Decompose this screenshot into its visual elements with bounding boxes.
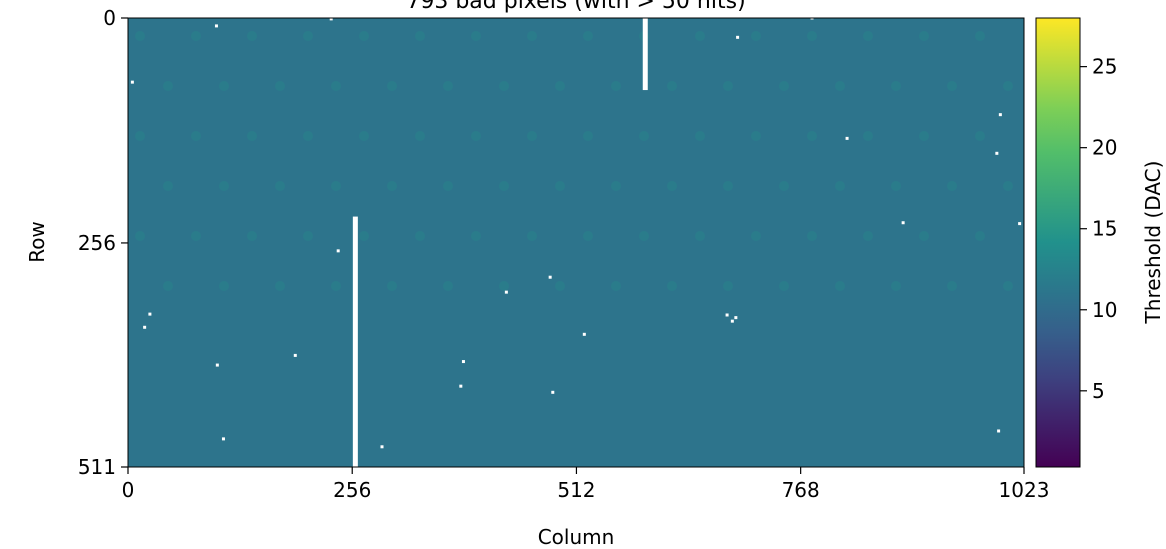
chart-title: 793 bad pixels (with > 50 hits) [406, 0, 745, 14]
colorbar-tick-label: 5 [1092, 379, 1105, 403]
x-tick-label: 1023 [999, 478, 1050, 502]
x-tick-label: 256 [333, 478, 371, 502]
colorbar-tick-label: 15 [1092, 217, 1117, 241]
x-tick-label: 512 [557, 478, 595, 502]
heatmap-background [128, 18, 1024, 467]
bad-pixel-12 [504, 290, 508, 294]
bad-column-0 [642, 18, 648, 91]
bad-pixel-1 [329, 17, 333, 21]
bad-pixel-18 [582, 332, 586, 336]
colorbar-gradient [1035, 17, 1081, 468]
bad-pixel-14 [143, 325, 147, 329]
y-tick-label: 511 [78, 455, 116, 479]
y-axis-label: Row [25, 221, 49, 263]
bad-pixel-22 [459, 384, 463, 388]
bad-pixel-25 [380, 445, 384, 449]
bad-pixel-20 [215, 363, 219, 367]
colorbar-tick-label: 25 [1092, 55, 1117, 79]
colorbar: 5 10 15 20 25 [1035, 17, 1117, 468]
bad-pixel-5 [998, 113, 1002, 117]
bad-pixel-7 [995, 151, 999, 155]
bad-pixel-16 [730, 319, 734, 323]
bad-pixel-8 [901, 221, 905, 225]
y-tick-label: 0 [103, 6, 116, 30]
bad-pixel-10 [336, 249, 340, 253]
y-axis: 0 256 511 [78, 6, 128, 479]
bad-pixel-23 [551, 390, 555, 394]
x-tick-label: 768 [782, 478, 820, 502]
bad-column-1 [352, 216, 358, 467]
bad-pixel-19 [293, 353, 297, 357]
colorbar-tick-label: 20 [1092, 136, 1117, 160]
bad-pixel-9 [1018, 222, 1022, 226]
bad-pixel-24 [221, 437, 225, 441]
bad-pixel-3 [736, 35, 740, 39]
colorbar-tick-label: 10 [1092, 298, 1117, 322]
bad-pixel-4 [130, 80, 134, 84]
bad-pixel-11 [548, 275, 552, 279]
bad-pixel-6 [845, 136, 849, 140]
y-tick-label: 256 [78, 231, 116, 255]
bad-pixel-13 [148, 312, 152, 316]
x-axis-label: Column [538, 525, 615, 549]
bad-pixel-26 [997, 429, 1001, 433]
x-tick-label: 0 [122, 478, 135, 502]
plot-area [127, 16, 1025, 468]
bad-pixel-15 [725, 313, 729, 317]
colorbar-label: Threshold (DAC) [1141, 161, 1165, 325]
x-axis: 0 256 512 768 1023 [122, 467, 1050, 502]
bad-pixel-21 [461, 360, 465, 364]
bad-pixel-0 [214, 24, 218, 28]
bad-pixel-17 [734, 316, 738, 320]
heatmap-texture [135, 31, 1013, 291]
